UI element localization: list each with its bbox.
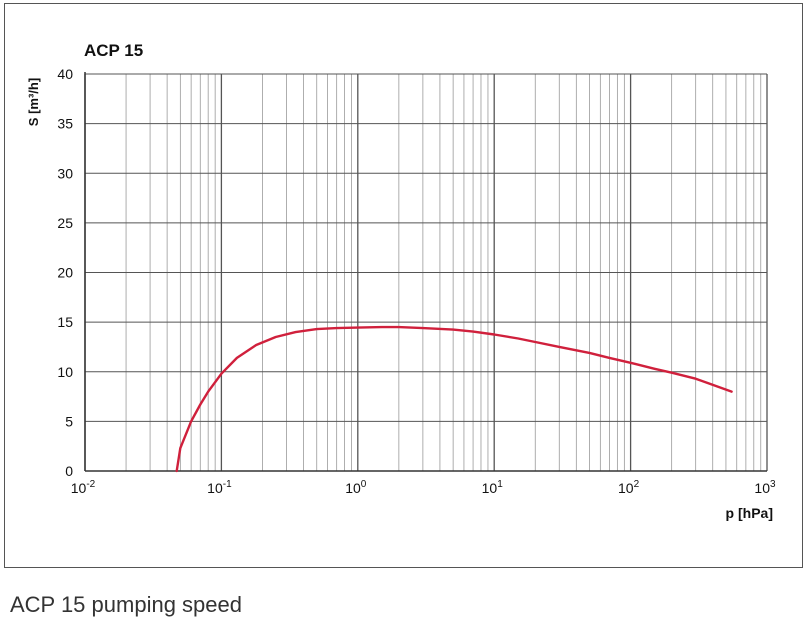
x-tick-label: 10-1 [207,479,232,496]
y-tick-label: 20 [57,265,73,281]
y-tick-label: 25 [57,215,73,231]
x-tick-label: 102 [618,479,640,496]
chart-frame [4,3,803,568]
x-axis-label: p [hPa] [726,505,773,521]
y-tick-label: 30 [57,165,73,181]
x-tick-label: 10-2 [71,479,96,496]
x-tick-label: 103 [754,479,776,496]
y-axis-label: S [m³/h] [26,78,41,126]
y-tick-label: 15 [57,314,73,330]
figure-caption: ACP 15 pumping speed [10,592,242,617]
y-tick-label: 0 [65,463,73,479]
y-tick-label: 40 [57,66,73,82]
y-tick-label: 10 [57,364,73,380]
x-tick-label: 101 [482,479,504,496]
x-tick-label: 100 [345,479,367,496]
pumping-speed-chart: 0 5 10 15 20 25 30 35 40 10-2 10-1 100 101 102 103 ACP… [26,41,776,521]
y-tick-label: 5 [65,413,73,429]
chart-title: ACP 15 [84,41,143,60]
pumping-speed-curve [175,325,733,473]
y-tick-label: 35 [57,116,73,132]
